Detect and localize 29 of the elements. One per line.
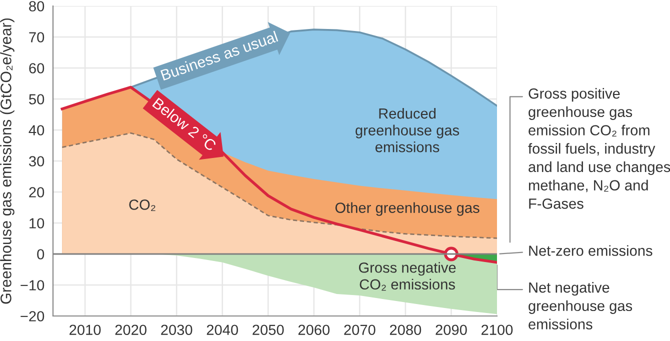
- text: Net negative greenhouse gas emissions: [528, 282, 632, 330]
- y-tick-label: 20: [29, 187, 44, 198]
- x-tick-label: 2030: [161, 324, 192, 336]
- y-tick-label: −10: [20, 280, 44, 290]
- y-tick-label: 50: [29, 94, 44, 104]
- x-tick-label: 2090: [436, 324, 467, 336]
- y-tick-label: 60: [29, 63, 44, 74]
- y-axis-title: Greenhouse gas emissions (GtCO₂e/year): [0, 18, 14, 304]
- series-label: Gross negative CO₂ emissions: [358, 262, 456, 291]
- series-label: CO₂: [129, 200, 156, 211]
- x-tick-label: 2080: [390, 324, 422, 336]
- series-label: Other greenhouse gas: [335, 202, 480, 216]
- x-tick-label: 2100: [482, 324, 513, 336]
- x-tick-label: 2050: [252, 324, 284, 336]
- y-tick-label: 10: [30, 218, 44, 228]
- x-tick-label: 2060: [298, 324, 330, 336]
- x-tick-label: 2070: [344, 324, 376, 336]
- y-tick-label: −20: [20, 311, 44, 322]
- y-tick-label: 40: [28, 125, 44, 136]
- x-tick-label: 2020: [115, 324, 146, 336]
- annotation: Net-zero emissions: [529, 245, 652, 256]
- annotation: Reduced greenhouse gas emissions: [356, 108, 460, 152]
- x-tick-label: 2040: [206, 324, 238, 336]
- x-tick-label: 2010: [70, 324, 101, 336]
- y-tick-label: 0: [37, 249, 44, 260]
- y-tick-label: 70: [29, 32, 44, 42]
- y-tick-label: 30: [29, 156, 44, 166]
- y-tick-label: 80: [29, 1, 44, 12]
- text: Gross positive greenhouse gas emission CO₂ from fossil fuels, industry and land use changes methane, N₂O and F-Gases: [528, 88, 670, 209]
